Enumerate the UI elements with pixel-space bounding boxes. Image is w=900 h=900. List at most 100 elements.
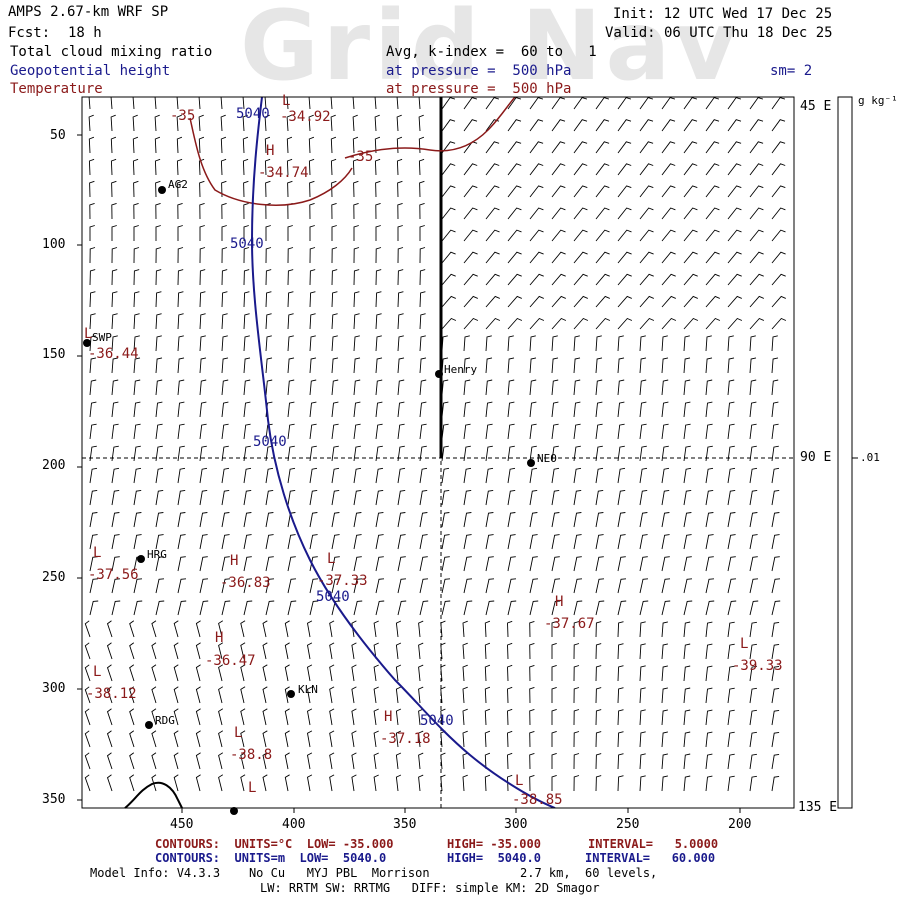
wind-barb (199, 379, 207, 396)
wind-barb (195, 686, 201, 704)
wind-barb (463, 185, 478, 198)
wind-barb (353, 423, 361, 440)
wind-barb (573, 335, 580, 352)
wind-barb (639, 423, 647, 440)
wind-barb (551, 489, 560, 506)
wind-barb (595, 578, 605, 594)
wind-barb (573, 295, 588, 308)
wind-barb (441, 273, 456, 286)
wind-barb (683, 379, 691, 396)
wind-barb (221, 534, 230, 550)
wind-barb (727, 163, 742, 176)
wind-barb (573, 600, 583, 616)
wind-barb (306, 664, 313, 682)
wind-barb (617, 556, 626, 572)
wind-barb (507, 163, 522, 176)
station-label: KLN (298, 683, 318, 696)
wind-barb (617, 753, 624, 770)
wind-barbs-layer (84, 97, 787, 792)
wind-barb (177, 489, 186, 506)
wind-barb (705, 335, 712, 352)
wind-barb (661, 317, 677, 330)
wind-barb (683, 401, 691, 418)
wind-barb (617, 273, 632, 286)
wind-barb (132, 158, 139, 176)
wind-barb (177, 578, 187, 594)
wind-barb (463, 379, 471, 396)
wind-barb (84, 686, 91, 704)
wind-barb (199, 489, 208, 506)
wind-barb (221, 512, 230, 528)
wind-barb (485, 119, 500, 132)
wind-barb (111, 445, 119, 462)
wind-barb (151, 620, 157, 638)
extremum-kind: H (555, 594, 564, 610)
wind-barb (507, 97, 522, 110)
wind-barb (111, 379, 119, 396)
wind-barb (462, 642, 468, 660)
wind-barb (133, 534, 142, 550)
wind-barb (551, 686, 557, 703)
wind-barb (132, 97, 135, 110)
wind-barb (418, 642, 424, 660)
wind-barb (177, 313, 184, 330)
wind-barb (727, 556, 736, 572)
wind-barb (573, 665, 580, 682)
wind-barb (573, 97, 588, 110)
wind-barb (441, 163, 456, 176)
wind-barb (265, 556, 274, 572)
wind-barb (89, 247, 96, 264)
wind-barb (507, 445, 515, 462)
wind-barb (240, 730, 246, 748)
wind-barb (529, 423, 537, 440)
wind-barb (151, 686, 157, 704)
wind-barb (309, 467, 318, 484)
wind-barb (262, 708, 268, 726)
wind-barb (705, 141, 720, 154)
wind-barb (111, 357, 119, 374)
wind-barb (397, 180, 403, 198)
wind-barb (441, 317, 457, 330)
wind-barb (154, 158, 161, 176)
wind-barb (155, 534, 164, 550)
wind-barb (617, 731, 624, 748)
forecast-label: Fcst: (8, 25, 51, 41)
wind-barb (353, 180, 359, 198)
wind-barb (661, 295, 676, 308)
wind-barb (309, 357, 317, 374)
wind-barb (617, 163, 632, 176)
wind-barb (771, 621, 780, 638)
wind-barb (308, 158, 315, 176)
wind-barb (595, 687, 602, 704)
wind-barb (418, 708, 424, 726)
wind-barb (198, 97, 201, 110)
wind-barb (617, 317, 633, 330)
wind-barb (243, 291, 250, 308)
wind-barb (155, 556, 164, 572)
wind-barb (309, 512, 318, 528)
wind-barb (749, 379, 757, 396)
wind-barb (375, 225, 381, 241)
wind-barb (284, 752, 290, 770)
wind-barb (573, 141, 588, 154)
wind-barb (199, 423, 207, 440)
wind-barb (351, 686, 357, 704)
wind-barb (287, 269, 294, 286)
wind-barb (309, 247, 316, 264)
wind-barb (551, 556, 560, 572)
wind-barb (441, 229, 456, 242)
wind-barb (373, 774, 379, 792)
wind-barb (195, 730, 201, 748)
wind-barb (176, 114, 182, 132)
wind-barb (639, 185, 654, 198)
wind-barb (133, 578, 143, 594)
model-info: Model Info: V4.3.3 No Cu MYJ PBL Morriso… (90, 866, 430, 880)
wind-barb (529, 295, 544, 308)
wind-barb (484, 664, 491, 682)
wind-barb (173, 708, 179, 726)
wind-barb (221, 489, 230, 506)
wind-barb (617, 97, 632, 110)
wind-barb (507, 119, 522, 132)
wind-barb (595, 295, 610, 308)
